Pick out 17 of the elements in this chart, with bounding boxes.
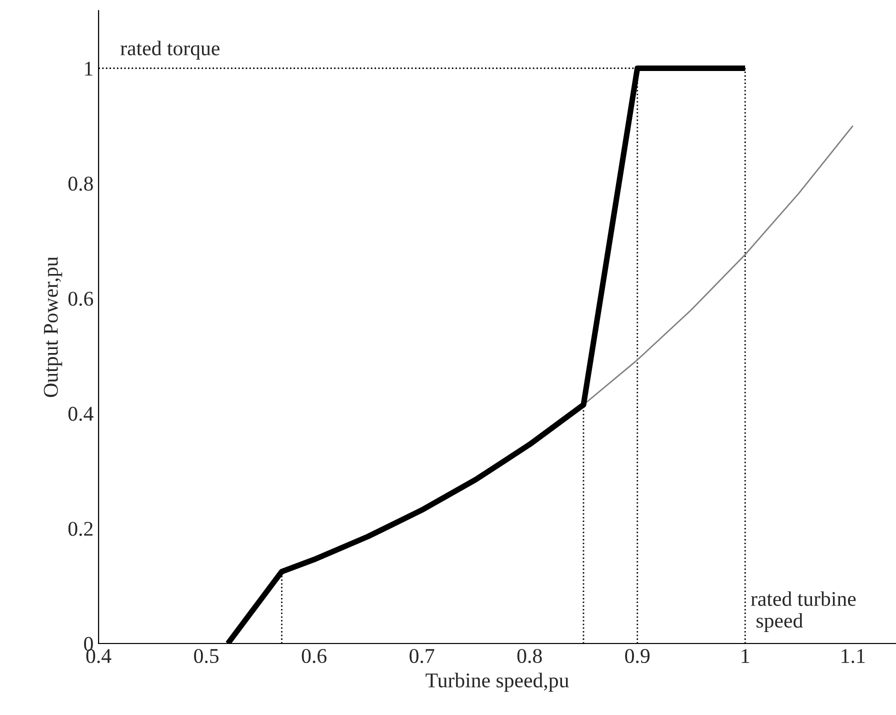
x-tick-label: 0.6	[302, 648, 326, 664]
y-tick-label: 0.6	[68, 292, 94, 306]
ref-line-label: rated torque	[120, 40, 220, 60]
x-tick-label: 1.1	[842, 649, 865, 664]
x-tick-label: 1	[742, 649, 750, 663]
x-tick-label: 0.5	[194, 648, 219, 664]
x-axis-title: Turbine speed,pu	[426, 672, 569, 692]
y-tick-label: 1	[85, 62, 92, 76]
x-tick-label: 0.7	[410, 648, 434, 664]
y-tick-label: 0	[84, 636, 93, 651]
y-tick-label: 0.8	[68, 176, 93, 191]
y-tick-label: 0.4	[68, 406, 94, 421]
x-tick-label: 0.8	[517, 648, 542, 664]
y-axis-title: Output Power,pu	[44, 256, 62, 398]
x-tick-label: 0.9	[625, 648, 650, 664]
ref-line-label: rated turbine speed	[750, 591, 856, 632]
y-tick-label: 0.2	[68, 522, 93, 536]
